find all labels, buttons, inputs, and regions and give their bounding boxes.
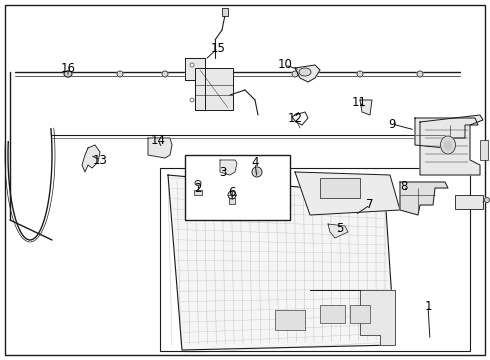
Bar [160, 168, 470, 351]
Bar [229, 198, 235, 204]
Polygon shape [82, 145, 100, 172]
Bar [480, 140, 488, 160]
Polygon shape [360, 100, 372, 115]
Bar [195, 68, 233, 110]
Polygon shape [295, 172, 400, 215]
Ellipse shape [117, 71, 123, 77]
Ellipse shape [485, 198, 490, 202]
Text: 10: 10 [277, 58, 293, 72]
Text: 4: 4 [251, 157, 259, 170]
Ellipse shape [195, 180, 201, 185]
Text: 12: 12 [288, 112, 302, 125]
Ellipse shape [357, 71, 363, 77]
Bar [185, 155, 290, 220]
Ellipse shape [441, 136, 456, 154]
Polygon shape [168, 175, 395, 350]
Polygon shape [400, 182, 448, 215]
Text: 14: 14 [150, 134, 166, 147]
Ellipse shape [228, 191, 236, 199]
Text: 16: 16 [60, 62, 75, 75]
Polygon shape [185, 58, 205, 110]
Ellipse shape [64, 71, 72, 77]
Text: 5: 5 [336, 221, 343, 234]
Text: 6: 6 [228, 186, 236, 199]
Bar [350, 305, 370, 323]
Bar [455, 195, 483, 209]
Ellipse shape [417, 71, 423, 77]
Text: 3: 3 [220, 166, 227, 180]
Bar [320, 178, 360, 198]
Polygon shape [420, 115, 483, 175]
Ellipse shape [190, 98, 194, 102]
Text: 2: 2 [194, 181, 202, 194]
Polygon shape [220, 160, 237, 175]
Ellipse shape [255, 170, 259, 174]
Text: 9: 9 [388, 117, 396, 130]
Polygon shape [148, 138, 172, 158]
Polygon shape [415, 118, 478, 148]
Ellipse shape [299, 68, 311, 76]
Ellipse shape [444, 141, 451, 149]
Text: 7: 7 [366, 198, 374, 211]
Polygon shape [310, 290, 395, 345]
Bar [320, 305, 345, 323]
Ellipse shape [252, 167, 262, 177]
Ellipse shape [162, 71, 168, 77]
Ellipse shape [292, 71, 298, 77]
Polygon shape [295, 65, 320, 82]
Ellipse shape [65, 71, 71, 77]
Text: 1: 1 [424, 300, 432, 312]
Bar [275, 310, 305, 330]
Text: 8: 8 [400, 180, 408, 193]
Bar [194, 190, 202, 195]
Ellipse shape [190, 63, 194, 67]
Text: 11: 11 [351, 95, 367, 108]
Text: 13: 13 [93, 153, 107, 166]
Polygon shape [328, 224, 348, 238]
Text: 15: 15 [211, 41, 225, 54]
Bar [222, 8, 228, 16]
